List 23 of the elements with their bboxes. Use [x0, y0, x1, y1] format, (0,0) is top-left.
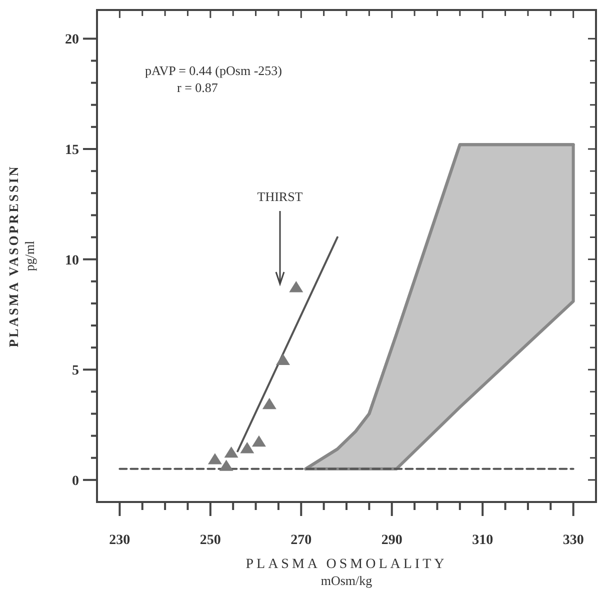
point: [252, 435, 266, 447]
point: [262, 398, 276, 410]
y-tick-label: 20: [65, 32, 79, 48]
annotation: THIRST: [257, 189, 303, 204]
x-tick-label: 290: [381, 533, 402, 548]
point: [289, 280, 304, 292]
y-tick-label: 0: [72, 474, 79, 489]
x-axis-title: PLASMA OSMOLALITY mOsm/kg: [246, 557, 448, 588]
y-tick-label: 15: [65, 142, 79, 158]
point: [224, 446, 238, 458]
x-tick-label: 310: [472, 533, 494, 548]
x-tick-label: 330: [562, 533, 584, 548]
x-tick-label: 250: [200, 533, 221, 548]
x-tick-label: 270: [290, 533, 312, 548]
point: [219, 460, 234, 471]
y-tick-label: 10: [65, 253, 79, 268]
point: [240, 442, 254, 454]
point: [208, 453, 222, 464]
x-tick-label: 230: [109, 533, 130, 548]
annotation: pAVP = 0.44 (pOsm -253) r = 0.87: [145, 63, 282, 95]
y-tick-label: 5: [72, 364, 79, 379]
y-axis-title: PLASMA VASOPRESSIN pg/ml: [6, 164, 37, 348]
point: [276, 354, 290, 365]
